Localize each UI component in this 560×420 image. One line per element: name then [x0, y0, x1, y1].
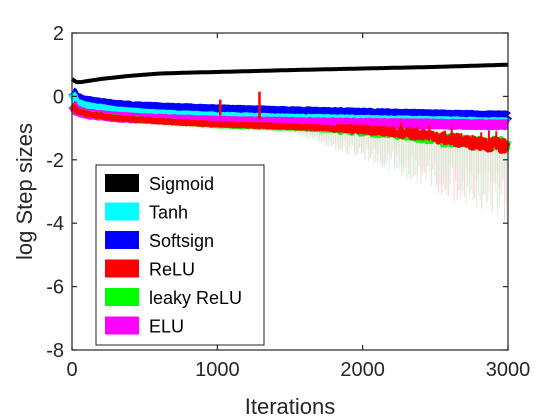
legend-label: Softsign [149, 231, 214, 251]
legend-box [95, 164, 265, 346]
legend-swatch [105, 259, 139, 278]
legend-label: leaky ReLU [149, 288, 242, 308]
y-tick-label: -8 [46, 340, 64, 362]
y-axis-label: log Step sizes [12, 123, 37, 260]
series-line-softsign [67, 87, 513, 122]
legend-label: ELU [149, 317, 184, 337]
series-line-sigmoid [70, 62, 510, 85]
y-tick-label: 0 [53, 86, 64, 108]
legend-swatch [105, 202, 139, 221]
series-line-relu [69, 103, 511, 154]
y-tick-label: -6 [46, 277, 64, 299]
x-tick-label: 1000 [195, 359, 240, 381]
y-tick-label: -4 [46, 213, 64, 235]
legend-swatch [105, 316, 139, 335]
legend-label: Sigmoid [149, 174, 214, 194]
legend-label: ReLU [149, 260, 195, 280]
legend-label: Tanh [149, 203, 188, 223]
x-tick-label: 2000 [340, 359, 385, 381]
y-tick-label: -2 [46, 150, 64, 172]
legend-swatch [105, 288, 139, 306]
legend-swatch [105, 174, 139, 192]
x-tick-label: 0 [66, 359, 77, 381]
legend-swatch [105, 231, 139, 249]
y-tick-label: 2 [53, 23, 64, 45]
x-tick-label: 3000 [486, 359, 531, 381]
x-axis-label: Iterations [245, 394, 336, 419]
plot-frame [71, 32, 509, 351]
